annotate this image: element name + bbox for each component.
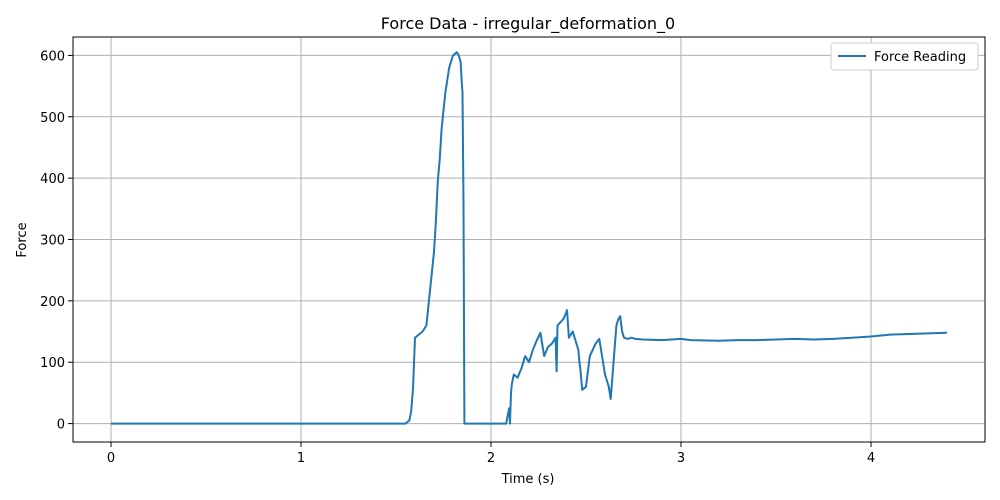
y-axis-label: Force bbox=[15, 222, 30, 257]
x-axis: 0 1 2 3 4 bbox=[107, 442, 875, 466]
x-tick-label: 0 bbox=[107, 451, 115, 466]
y-tick-label: 0 bbox=[57, 418, 65, 433]
y-tick-label: 100 bbox=[40, 356, 65, 371]
y-tick-label: 600 bbox=[40, 49, 65, 64]
chart-title: Force Data - irregular_deformation_0 bbox=[381, 14, 675, 34]
y-axis: 0 100 200 300 400 500 600 bbox=[40, 49, 73, 433]
x-tick-label: 2 bbox=[487, 451, 495, 466]
series-line-force-reading bbox=[111, 51, 948, 425]
x-tick-label: 4 bbox=[867, 451, 875, 466]
x-tick-label: 1 bbox=[297, 451, 305, 466]
legend: Force Reading bbox=[830, 42, 979, 71]
x-tick-label: 3 bbox=[677, 451, 685, 466]
legend-label: Force Reading bbox=[874, 50, 966, 65]
series-layer bbox=[111, 51, 948, 425]
y-tick-label: 400 bbox=[40, 172, 65, 187]
legend-box bbox=[830, 42, 979, 71]
y-tick-label: 200 bbox=[40, 295, 65, 310]
y-tick-label: 500 bbox=[40, 111, 65, 126]
x-axis-label: Time (s) bbox=[501, 472, 555, 487]
y-tick-label: 300 bbox=[40, 234, 65, 249]
